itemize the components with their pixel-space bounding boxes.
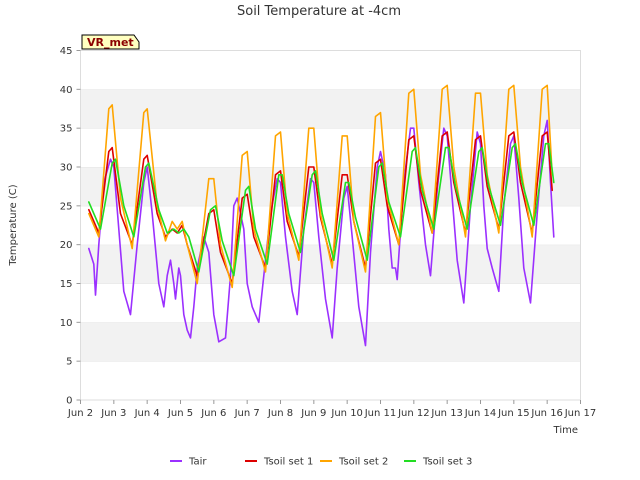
grid-band [80,89,581,129]
x-tick-label: Jun 16 [530,408,563,419]
y-tick-label: 45 [60,46,73,57]
series-line-tsoil-set-3 [88,142,555,277]
x-tick-label: Jun 2 [67,408,93,419]
y-axis-ticks: 0 5 10 15 20 25 30 35 40 45 [60,46,81,407]
y-tick-label: 20 [60,240,73,251]
plot-frame [80,50,581,401]
y-tick-label: 10 [60,318,73,329]
x-tick-label: Jun 6 [200,408,226,419]
y-tick-label: 40 [60,85,73,96]
x-tick-label: Jun 11 [364,408,397,419]
grid-bands [80,50,581,400]
legend-label: Tsoil set 1 [263,457,313,468]
x-tick-label: Jun 5 [167,408,193,419]
y-tick-label: 25 [60,201,73,212]
chart-title: Soil Temperature at -4cm [237,4,401,19]
grid-band [80,244,581,284]
legend: Tair Tsoil set 1 Tsoil set 2 Tsoil set 3 [170,457,472,468]
x-axis-ticks: Jun 2 Jun 3 Jun 4 Jun 5 Jun 6 Jun 7 Jun 8 Jun 9… [67,400,596,419]
legend-label: Tsoil set 2 [338,457,388,468]
x-tick-label: Jun 12 [397,408,430,419]
series-layer [88,84,555,347]
legend-label: Tsoil set 3 [422,457,472,468]
x-tick-label: Jun 13 [430,408,463,419]
x-tick-label: Jun 8 [267,408,293,419]
x-tick-label: Jun 7 [234,408,260,419]
y-tick-label: 0 [66,396,72,407]
x-axis-title: Time [553,425,578,436]
grid-band [80,128,581,167]
x-tick-label: Jun 15 [497,408,530,419]
station-badge-text: VR_met [87,36,134,49]
grid-band [80,50,581,90]
legend-label: Tair [188,457,207,468]
y-tick-label: 35 [60,124,73,135]
grid-band [80,167,581,206]
y-axis-title: Temperature (C) [8,184,19,266]
grid-band [80,205,581,245]
station-badge: VR_met [81,34,140,50]
x-tick-label: Jun 14 [464,408,497,419]
y-tick-label: 15 [60,279,73,290]
x-tick-label: Jun 10 [330,408,363,419]
grid-band [80,283,581,323]
series-line-tair [88,119,555,347]
grid-band [80,361,581,400]
y-tick-label: 5 [66,357,72,368]
x-tick-label: Jun 3 [100,408,126,419]
x-tick-label: Jun 17 [564,408,597,419]
x-tick-label: Jun 9 [300,408,326,419]
station-badge-shape [81,34,140,50]
y-tick-label: 30 [60,163,73,174]
x-tick-label: Jun 4 [134,408,160,419]
